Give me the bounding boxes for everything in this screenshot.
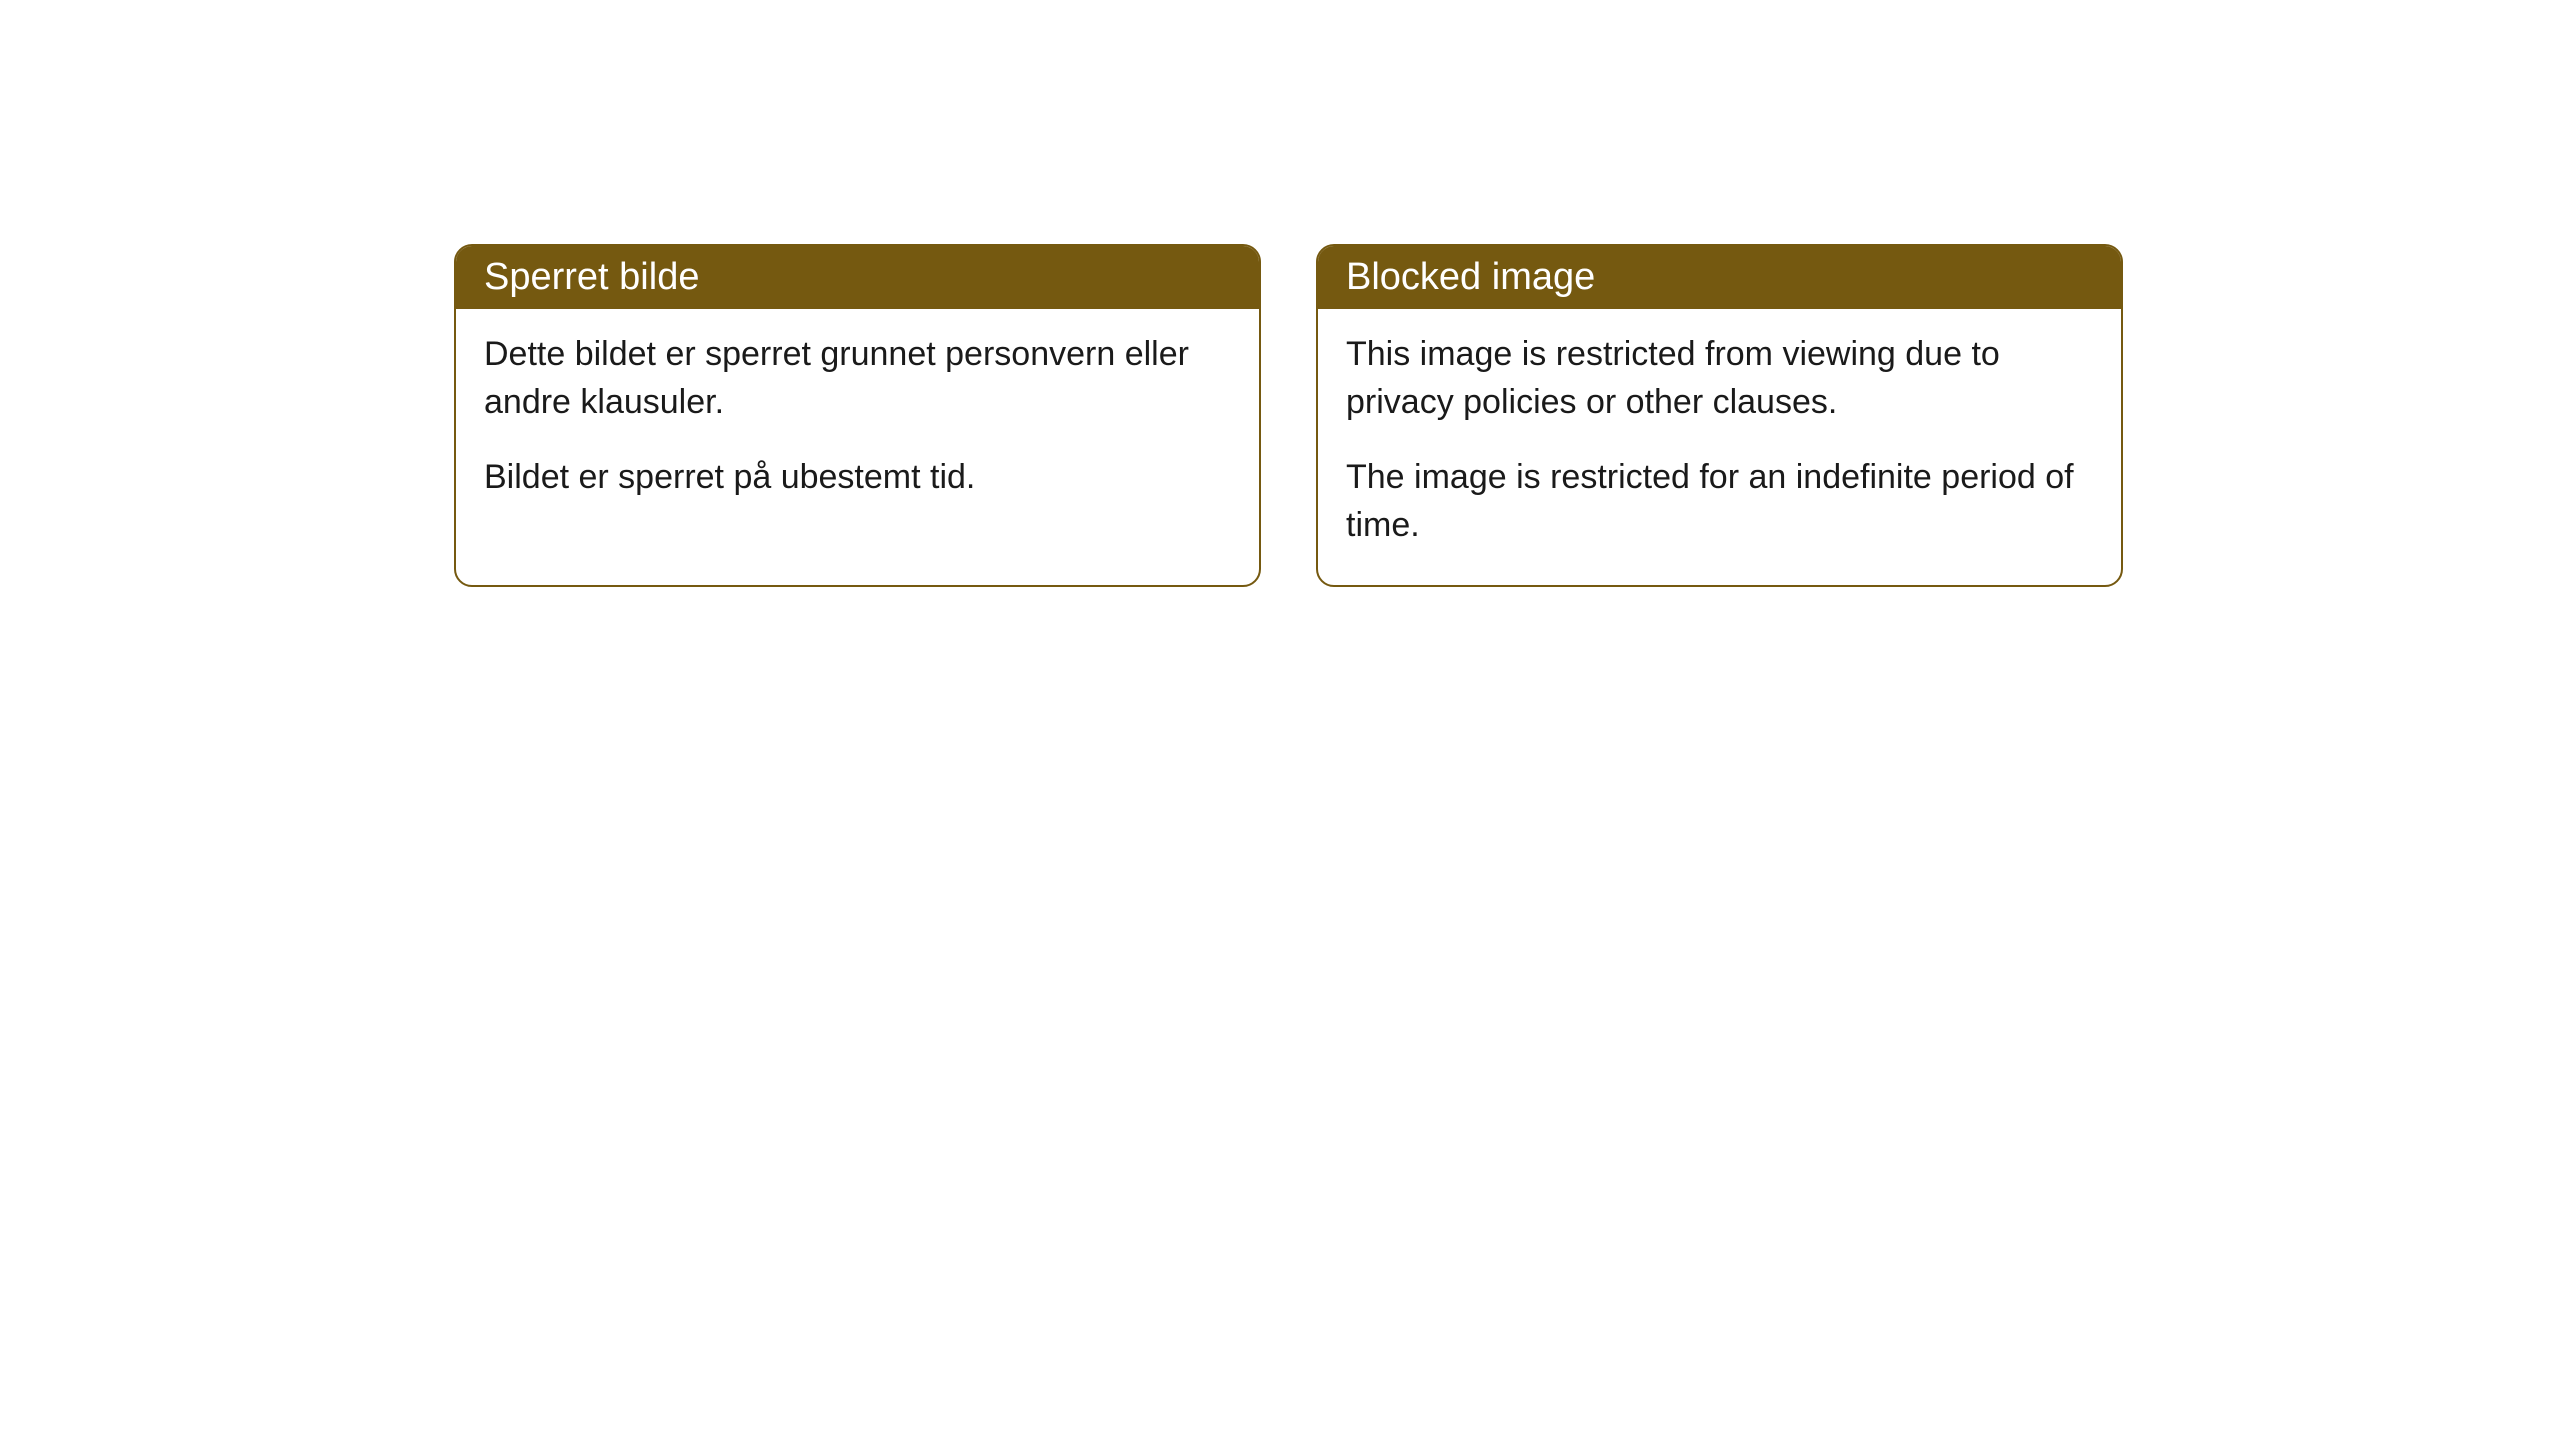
notice-cards-container: Sperret bilde Dette bildet er sperret gr… <box>454 244 2123 587</box>
card-paragraph: This image is restricted from viewing du… <box>1346 331 2093 426</box>
card-title: Blocked image <box>1346 256 1595 298</box>
notice-card-english: Blocked image This image is restricted f… <box>1316 244 2123 587</box>
card-paragraph: Dette bildet er sperret grunnet personve… <box>484 331 1231 426</box>
card-body: Dette bildet er sperret grunnet personve… <box>456 309 1259 538</box>
card-body: This image is restricted from viewing du… <box>1318 309 2121 585</box>
card-header: Sperret bilde <box>456 246 1259 309</box>
card-paragraph: The image is restricted for an indefinit… <box>1346 454 2093 549</box>
card-paragraph: Bildet er sperret på ubestemt tid. <box>484 454 1231 502</box>
notice-card-norwegian: Sperret bilde Dette bildet er sperret gr… <box>454 244 1261 587</box>
card-title: Sperret bilde <box>484 256 699 298</box>
card-header: Blocked image <box>1318 246 2121 309</box>
